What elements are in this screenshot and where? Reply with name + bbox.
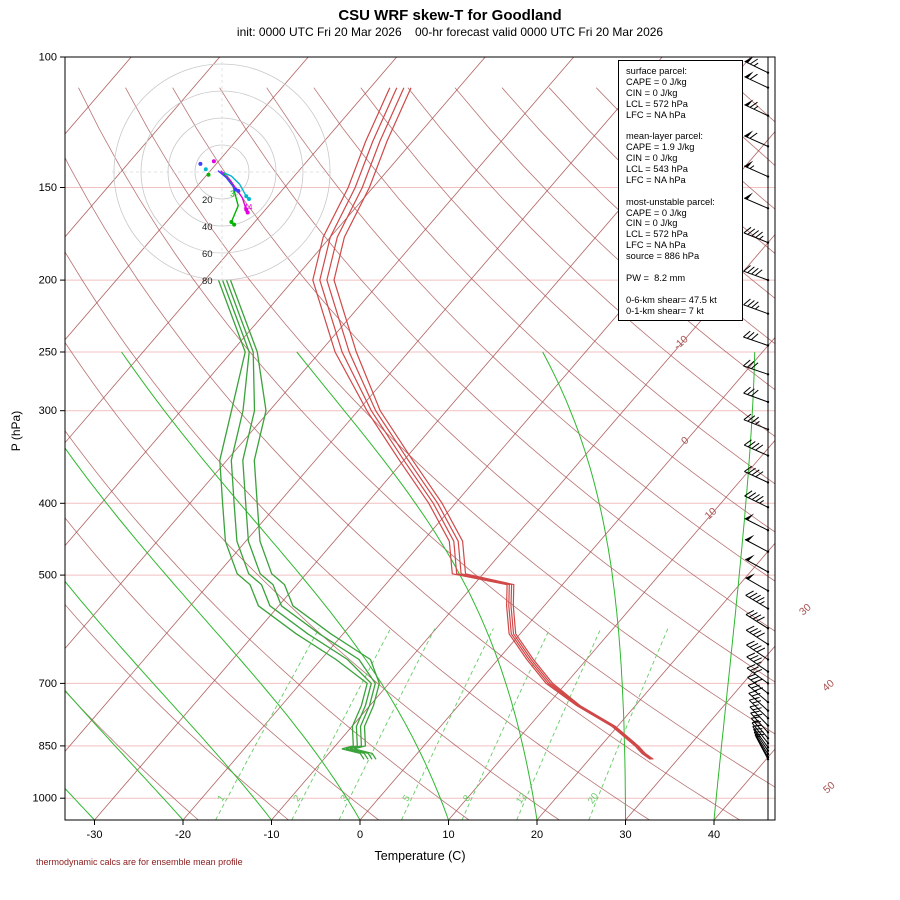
info-line: mean-layer parcel: xyxy=(626,131,703,142)
pressure-tick-label: 250 xyxy=(39,346,57,358)
dewpoint-profile xyxy=(217,279,380,760)
mixing-ratio-label: 1 xyxy=(215,793,227,804)
info-line: LFC = NA hPa xyxy=(626,109,686,120)
temperature-tick-label: 20 xyxy=(531,829,543,841)
hodograph-annotation: 44 xyxy=(244,203,253,212)
hodograph-ring-label: 40 xyxy=(202,222,213,233)
pressure-tick-label: 150 xyxy=(39,182,57,194)
mixing-ratio-label: 20 xyxy=(586,791,601,806)
pressure-tick-label: 700 xyxy=(39,678,57,690)
mixing-ratio-label: 8 xyxy=(461,793,473,804)
info-line: CAPE = 1.9 J/kg xyxy=(626,142,695,153)
temperature-tick-label: 10 xyxy=(442,829,454,841)
pressure-tick-label: 500 xyxy=(39,570,57,582)
pressure-tick-label: 200 xyxy=(39,275,57,287)
info-line xyxy=(626,262,738,273)
pressure-tick-label: 100 xyxy=(39,52,57,64)
info-line: most-unstable parcel: xyxy=(626,196,715,207)
footnote-text: thermodynamic calcs are for ensemble mea… xyxy=(36,857,243,867)
pressure-tick-label: 300 xyxy=(39,405,57,417)
temperature-profile xyxy=(312,87,654,760)
hodograph-ring-label: 20 xyxy=(202,195,213,206)
mixing-ratio-label: 3 xyxy=(338,793,350,804)
temperature-tick-label: 30 xyxy=(619,829,631,841)
temperature-tick-label: 40 xyxy=(708,829,720,841)
info-line: CAPE = 0 J/kg xyxy=(626,76,687,87)
info-line: CIN = 0 J/kg xyxy=(626,153,678,164)
y-axis-label: P (hPa) xyxy=(9,410,23,452)
parcel-info-box: surface parcel: CAPE = 0 J/kg CIN = 0 J/… xyxy=(618,60,743,322)
temperature-tick-label: 0 xyxy=(357,829,363,841)
info-line: PW = 8.2 mm xyxy=(626,272,686,283)
hodograph-annotation: 3 xyxy=(230,189,235,198)
hodograph-ring-label: 80 xyxy=(202,276,213,287)
pressure-tick-label: 400 xyxy=(39,498,57,510)
mixing-ratio-labels: 1 2 3 5 8 12 20 xyxy=(215,791,601,806)
info-line: 0-1-km shear= 7 kt xyxy=(626,305,704,316)
hodograph-ring-label: 60 xyxy=(202,249,213,260)
wind-barbs xyxy=(743,56,770,820)
mixing-ratio-label: 2 xyxy=(291,793,303,804)
mixing-ratio-lines xyxy=(215,628,669,820)
pressure-tick-label: 850 xyxy=(39,740,57,752)
info-line: source = 886 hPa xyxy=(626,251,700,262)
info-line: LCL = 543 hPa xyxy=(626,164,688,175)
info-line xyxy=(626,284,738,295)
page-title: CSU WRF skew-T for Goodland xyxy=(338,7,562,24)
hodograph: 20 40 60 80 3 44 xyxy=(112,62,332,287)
info-line: LCL = 572 hPa xyxy=(626,98,688,109)
pressure-tick-label: 1000 xyxy=(33,793,57,805)
isotherm-label: 40 xyxy=(820,677,837,694)
temperature-tick-label: -10 xyxy=(264,829,280,841)
info-line xyxy=(626,120,738,131)
temperature-tick-label: -20 xyxy=(175,829,191,841)
info-line: LCL = 572 hPa xyxy=(626,229,688,240)
mixing-ratio-label: 12 xyxy=(514,791,529,806)
isotherm-label: 50 xyxy=(821,779,838,796)
info-line: CIN = 0 J/kg xyxy=(626,87,678,98)
pressure-gridlines xyxy=(65,57,775,799)
info-line: LFC = NA hPa xyxy=(626,240,686,251)
isotherm-label: 30 xyxy=(797,601,814,618)
temperature-tick-label: -30 xyxy=(87,829,103,841)
info-line xyxy=(626,186,738,197)
chart-subtitle: init: 0000 UTC Fri 20 Mar 2026 00-hr for… xyxy=(236,25,664,39)
info-line: CAPE = 0 J/kg xyxy=(626,207,687,218)
moist-adiabats xyxy=(65,351,756,820)
mixing-ratio-label: 5 xyxy=(401,793,413,804)
info-line: LFC = NA hPa xyxy=(626,174,686,185)
info-line: 0-6-km shear= 47.5 kt xyxy=(626,294,717,305)
info-line: CIN = 0 J/kg xyxy=(626,218,678,229)
x-axis-label: Temperature (C) xyxy=(374,849,466,863)
info-line: surface parcel: xyxy=(626,66,687,76)
dry-adiabats xyxy=(65,87,775,820)
